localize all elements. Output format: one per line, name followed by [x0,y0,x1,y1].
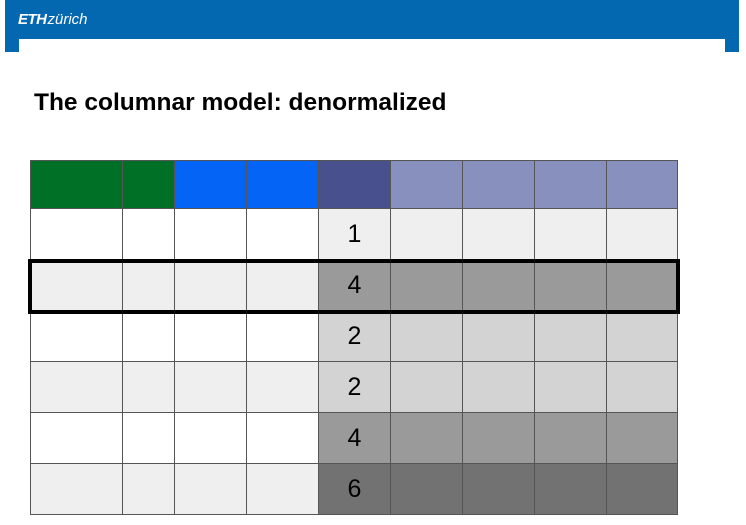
table-cell [463,362,535,413]
header-cell [247,161,319,209]
header-cell [535,161,607,209]
table-cell [463,260,535,311]
table-cell [535,413,607,464]
table-cell [31,413,123,464]
table-cell [607,260,678,311]
key-cell: 2 [319,362,391,413]
header-inner-strip [19,39,725,52]
table-cell [391,209,463,260]
table-cell [123,413,175,464]
table-cell [31,209,123,260]
table-cell [535,311,607,362]
header-cell [463,161,535,209]
table-cell [123,362,175,413]
table-cell [247,362,319,413]
table-cell [247,413,319,464]
table-cell [391,311,463,362]
table-cell [535,209,607,260]
table-cell [175,260,247,311]
table-cell [247,209,319,260]
table-cell [463,464,535,515]
table-cell [123,209,175,260]
table-cell [175,413,247,464]
table-cell [175,311,247,362]
header-cell [31,161,123,209]
key-cell: 4 [319,260,391,311]
table-cell [535,362,607,413]
logo-zurich: zürich [47,11,88,28]
table-cell [391,260,463,311]
slide-title: The columnar model: denormalized [34,89,447,116]
key-cell: 4 [319,413,391,464]
table-cell [391,413,463,464]
table-cell [123,260,175,311]
table-cell [31,311,123,362]
table-cell [175,209,247,260]
table-cell [607,209,678,260]
table-cell [175,362,247,413]
header-cell [175,161,247,209]
table-cell [607,413,678,464]
table-cell [391,464,463,515]
table-cell [607,464,678,515]
header-cell [607,161,678,209]
table-cell [247,311,319,362]
table-cell [391,362,463,413]
table-cell [607,311,678,362]
table-cell [123,464,175,515]
table-cell [247,260,319,311]
table-cell [123,311,175,362]
key-cell: 1 [319,209,391,260]
table-cell [31,362,123,413]
table-cell [463,413,535,464]
table-cell [535,464,607,515]
header-cell [123,161,175,209]
key-cell: 6 [319,464,391,515]
table-cell [535,260,607,311]
table-cell [607,362,678,413]
table-cell [31,260,123,311]
table-cell [463,209,535,260]
table-cell [247,464,319,515]
table-cell [31,464,123,515]
eth-zurich-logo: ETHzürich [18,11,88,29]
table-cell [175,464,247,515]
header-cell [391,161,463,209]
logo-eth: ETH [18,11,47,28]
key-cell: 2 [319,311,391,362]
header-cell [319,161,391,209]
table-cell [463,311,535,362]
